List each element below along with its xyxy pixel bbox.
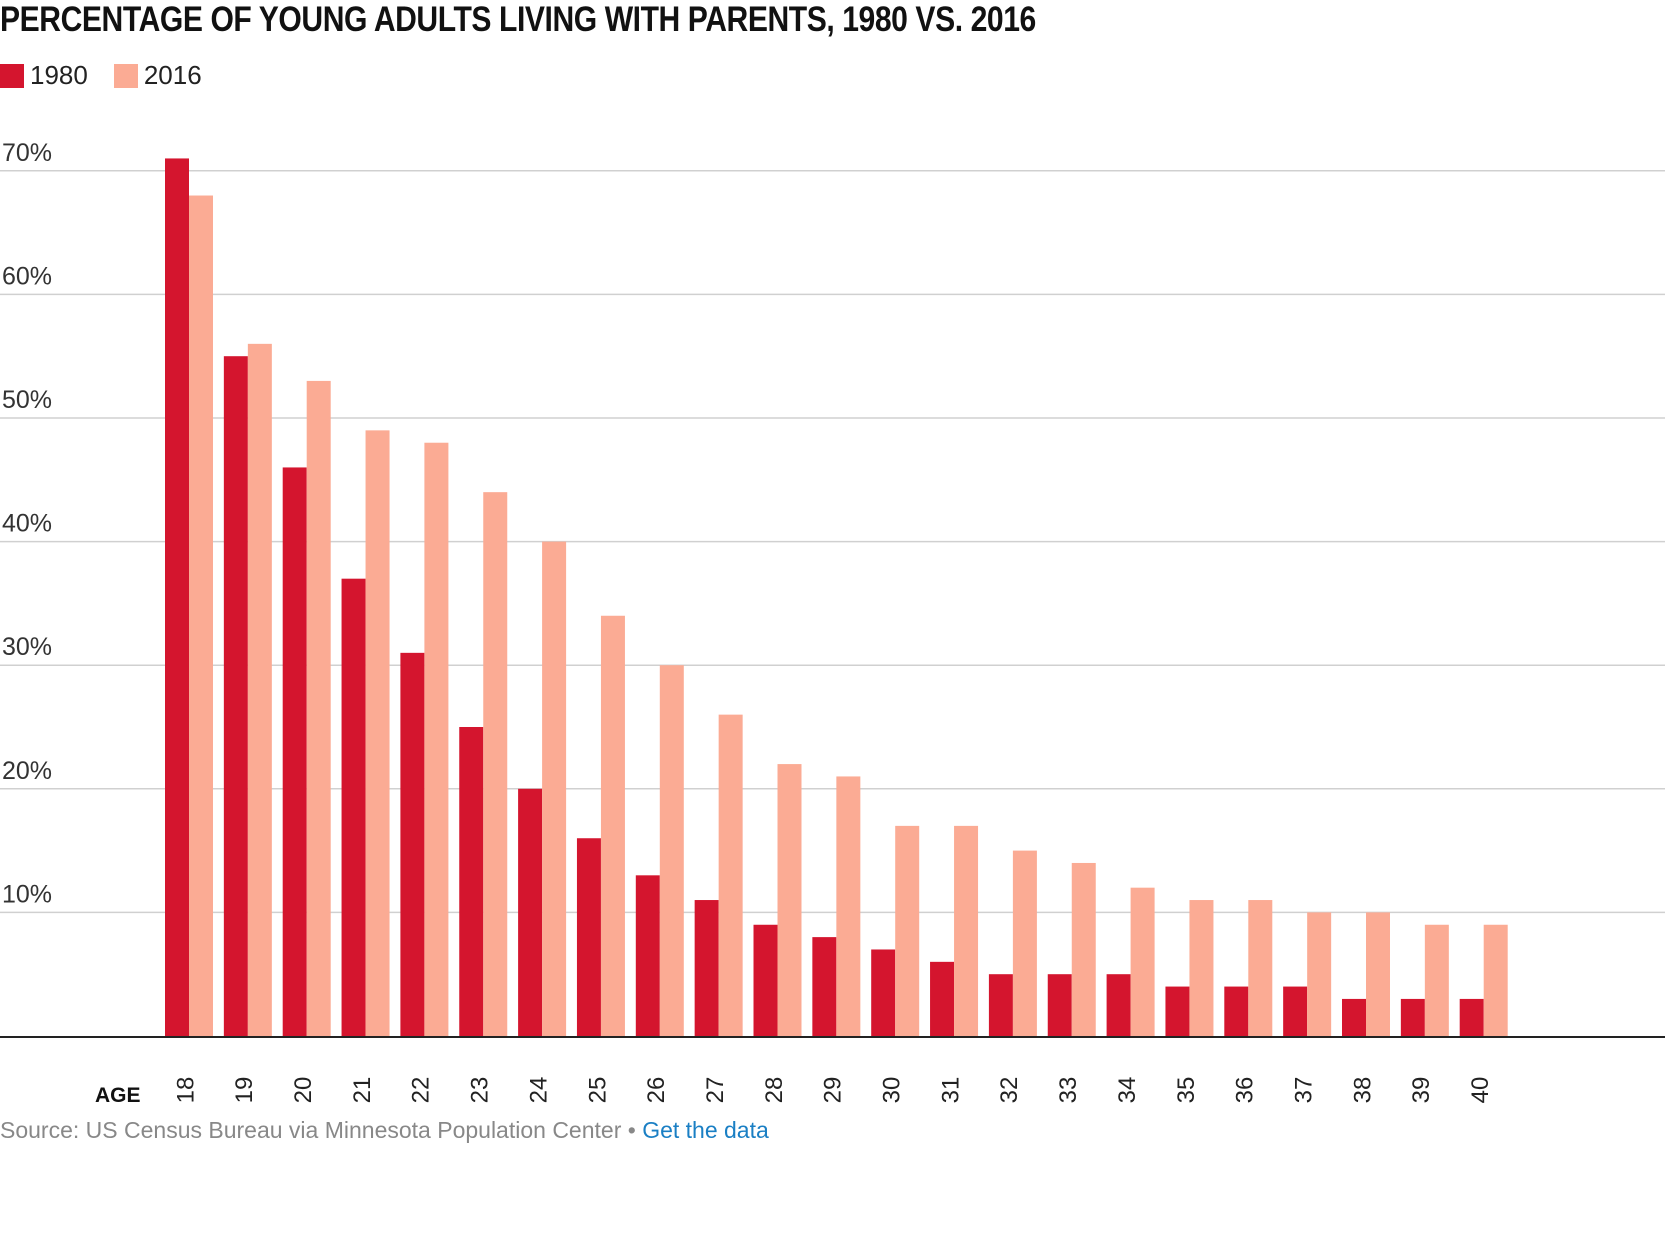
legend-swatch-1980 (0, 63, 24, 88)
bar-1980-age-24 (518, 788, 543, 1036)
bar-2016-age-24 (542, 541, 567, 1036)
x-tick-label-34: 34 (1114, 1077, 1141, 1104)
bar-1980-age-38 (1342, 998, 1366, 1036)
bar-1980-age-40 (1459, 998, 1484, 1036)
x-tick-label-18: 18 (172, 1077, 199, 1104)
bar-2016-age-36 (1248, 900, 1273, 1036)
bar-2016-age-32 (1012, 850, 1037, 1036)
bars (165, 158, 1508, 1037)
legend-swatch-2016 (113, 63, 138, 88)
x-tick-label-24: 24 (525, 1077, 552, 1104)
legend: 1980 2016 (0, 60, 228, 91)
gridlines (0, 170, 1665, 914)
bar-2016-age-30 (895, 825, 920, 1036)
y-tick-label-70: 70% (2, 139, 52, 167)
x-tick-label-23: 23 (467, 1077, 494, 1104)
x-tick-label-25: 25 (584, 1077, 611, 1104)
x-tick-label-28: 28 (761, 1077, 788, 1104)
x-tick-label-26: 26 (643, 1077, 670, 1104)
chart-title: PERCENTAGE OF YOUNG ADULTS LIVING WITH P… (0, 0, 1036, 39)
y-tick-label-20: 20% (2, 757, 52, 785)
legend-label-2016: 2016 (143, 60, 202, 90)
bar-1980-age-31 (930, 961, 955, 1036)
bar-2016-age-35 (1189, 900, 1214, 1036)
bar-1980-age-36 (1224, 986, 1249, 1036)
x-tick-label-21: 21 (349, 1077, 376, 1104)
bar-1980-age-27 (694, 900, 719, 1036)
x-tick-label-39: 39 (1408, 1077, 1435, 1104)
x-tick-label-20: 20 (290, 1077, 317, 1104)
bar-2016-age-33 (1071, 862, 1096, 1036)
bar-2016-age-25 (600, 615, 625, 1036)
bar-1980-age-21 (341, 578, 366, 1036)
bar-2016-age-23 (483, 492, 508, 1036)
bar-1980-age-28 (753, 924, 778, 1036)
bar-2016-age-19 (247, 343, 272, 1037)
bar-1980-age-34 (1106, 974, 1131, 1036)
bar-1980-age-37 (1283, 986, 1308, 1036)
bar-1980-age-35 (1165, 986, 1190, 1036)
x-tick-label-22: 22 (408, 1077, 435, 1104)
bar-1980-age-23 (459, 727, 484, 1036)
x-tick-label-40: 40 (1467, 1077, 1494, 1104)
bar-1980-age-33 (1047, 974, 1072, 1036)
x-axis-ticks: 18 19 20 21 22 23 24 25 26 27 28 29 30 31 32 33 34 35 36 37… (172, 1077, 1494, 1104)
x-tick-label-37: 37 (1290, 1077, 1317, 1104)
x-tick-label-29: 29 (820, 1077, 847, 1104)
bar-2016-age-21 (365, 430, 390, 1036)
y-tick-label-50: 50% (2, 386, 52, 414)
y-tick-label-60: 60% (2, 262, 52, 290)
bar-2016-age-20 (306, 380, 331, 1036)
bar-2016-age-18 (189, 195, 213, 1036)
bar-1980-age-25 (576, 838, 601, 1036)
bar-2016-age-29 (836, 776, 861, 1036)
bar-2016-age-40 (1483, 924, 1508, 1036)
x-tick-label-33: 33 (1055, 1077, 1082, 1104)
y-tick-label-30: 30% (2, 633, 52, 661)
x-axis-label: AGE (95, 1084, 141, 1107)
bar-1980-age-20 (282, 467, 307, 1036)
bar-2016-age-39 (1424, 924, 1449, 1036)
legend-item-1980: 1980 (0, 60, 88, 91)
bar-2016-age-38 (1366, 912, 1390, 1036)
x-tick-label-36: 36 (1232, 1077, 1259, 1104)
bar-2016-age-31 (954, 825, 979, 1036)
get-data-link[interactable]: Get the data (642, 1117, 769, 1143)
x-tick-label-19: 19 (231, 1077, 258, 1104)
legend-item-2016: 2016 (113, 60, 202, 91)
x-tick-label-38: 38 (1349, 1077, 1376, 1104)
y-axis-ticks: 10% 20% 30% 40% 50% 60% 70% (2, 139, 52, 909)
bar-2016-age-27 (718, 714, 743, 1036)
y-tick-label-40: 40% (2, 510, 52, 538)
legend-label-1980: 1980 (30, 60, 88, 90)
bar-1980-age-26 (635, 875, 660, 1036)
bar-1980-age-18 (165, 158, 189, 1036)
bar-chart: 10% 20% 30% 40% 50% 60% 70% 18 19 20 21 22 23 24 25 26… (0, 139, 1665, 1107)
source-note: Source: US Census Bureau via Minnesota P… (0, 1117, 769, 1144)
x-tick-label-31: 31 (937, 1077, 964, 1104)
bar-1980-age-39 (1400, 998, 1425, 1036)
x-tick-label-30: 30 (879, 1077, 906, 1104)
bar-2016-age-28 (777, 764, 802, 1036)
y-tick-label-10: 10% (2, 880, 52, 908)
bar-2016-age-37 (1307, 912, 1332, 1036)
x-tick-label-35: 35 (1173, 1077, 1200, 1104)
bar-1980-age-30 (871, 949, 896, 1036)
bar-1980-age-19 (223, 356, 248, 1036)
source-text: Source: US Census Bureau via Minnesota P… (0, 1117, 643, 1143)
bar-1980-age-22 (400, 652, 425, 1036)
x-tick-label-27: 27 (702, 1077, 729, 1104)
bar-2016-age-22 (424, 442, 449, 1037)
bar-2016-age-26 (659, 665, 684, 1036)
x-tick-label-32: 32 (996, 1077, 1023, 1104)
bar-2016-age-34 (1130, 887, 1155, 1036)
bar-1980-age-29 (812, 937, 837, 1036)
bar-1980-age-32 (988, 974, 1013, 1036)
